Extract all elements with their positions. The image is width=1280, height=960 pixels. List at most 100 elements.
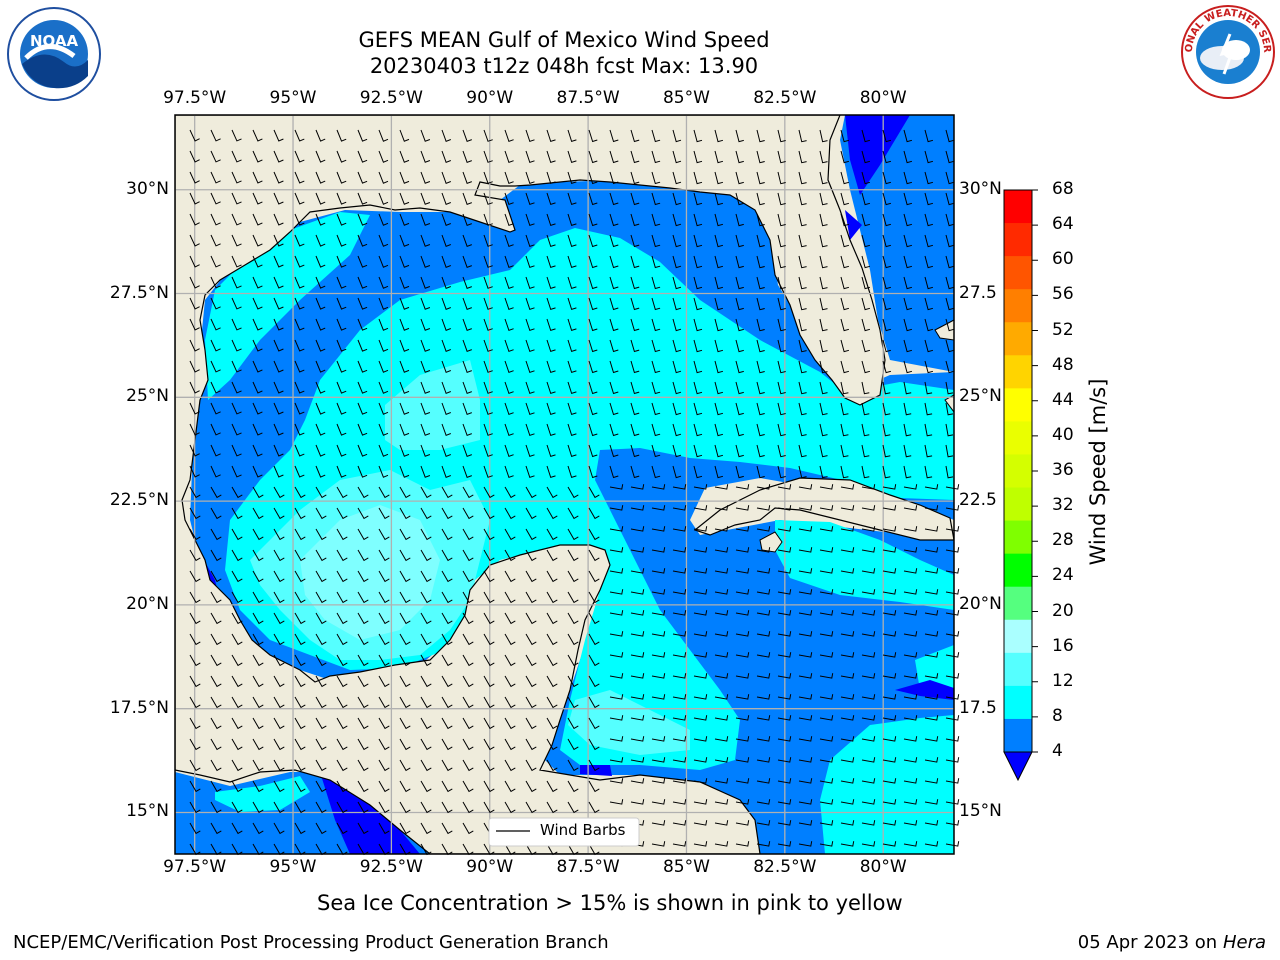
lon-label-bottom: 90°W [466,857,514,877]
wind-barb [903,799,918,805]
wind-barb [630,505,645,511]
wind-barb [903,736,918,742]
wind-barb [756,255,765,269]
wind-barb [588,213,598,227]
wind-barb [273,129,284,142]
wind-barb [945,589,960,595]
wind-barb [231,675,243,688]
wind-barb [357,612,369,625]
wind-barb [840,484,855,490]
wind-barb [189,780,201,793]
wind-barb [336,675,348,688]
wind-barb [189,612,201,625]
wind-barb [735,484,750,490]
wind-barb [483,339,493,352]
wind-barb [630,568,645,574]
wind-barb [504,465,514,479]
wind-barb [777,213,786,227]
wind-barb [189,570,201,583]
wind-barb [567,171,577,185]
wind-barb [252,717,264,730]
wind-barb [357,696,369,709]
wind-barb [441,507,453,520]
wind-barb [693,234,703,248]
wind-barb [714,192,724,206]
wind-barb [210,801,222,814]
wind-barb [483,255,493,268]
wind-barb [462,570,474,583]
wind-barb [861,360,871,374]
wind-barb [903,192,913,206]
wind-barb [903,778,918,784]
wind-barb [840,171,850,185]
wind-barb [357,759,369,772]
wind-barb [903,841,918,847]
wind-barb [924,318,934,332]
wind-barb [504,318,514,332]
wind-barb [315,381,326,394]
gulf-wind-12-16 [250,360,690,755]
wind-barb [378,759,390,772]
wind-barb [735,465,744,479]
wind-barb [231,213,242,226]
wind-barb [903,465,912,479]
wind-barb [399,297,410,310]
wind-barb [441,759,453,772]
wind-barb [609,778,624,784]
wind-barb [819,423,828,437]
wind-barb [714,568,729,574]
wind-barb [840,799,855,805]
wind-barb [189,423,200,436]
wind-barb [294,213,305,226]
wind-barb [651,841,666,847]
wind-barb [294,234,305,247]
wind-barb [399,192,410,205]
wind-barb [861,171,871,185]
wind-barb [693,799,708,805]
lon-label-top: 92.5°W [359,88,423,108]
wind-barb [462,213,472,226]
wind-barb [756,715,771,721]
wind-barb [441,234,451,247]
wind-barb [735,820,750,826]
wind-barb [861,799,876,805]
wind-barb [924,547,939,553]
wind-barb [420,654,432,667]
wind-barb [756,150,765,164]
colorbar-segment [1004,652,1032,687]
wind-barb [588,255,598,269]
wind-barb [231,822,243,835]
wind-barb [903,150,913,164]
wind-barb [315,234,326,247]
wind-barb [210,486,222,499]
wind-barb [294,381,305,394]
wind-barb [399,444,410,457]
wind-barb [777,297,786,311]
wind-barb [420,570,432,583]
wind-barb [735,255,744,269]
wind-barb [672,778,687,784]
wind-barb [378,738,390,751]
wind-barb [714,631,729,637]
wind-barb [861,778,876,784]
wind-barb [588,591,600,604]
wind-barb [798,526,813,532]
wind-barb [525,675,537,688]
wind-barb [714,234,724,248]
wind-barb [399,759,411,772]
map-legend [488,817,640,847]
wind-barb [189,402,200,415]
wind-barb [315,759,327,772]
wind-barb [777,171,786,185]
wind-barb [252,801,264,814]
wind-barb [609,171,619,185]
wind-barb [756,484,771,490]
wind-barb [882,757,897,763]
wind-barb [882,652,897,658]
wind-barb [567,297,577,311]
wind-barb [714,297,724,311]
wind-barb [567,696,579,709]
wind-barb [462,339,472,352]
wind-barb [441,150,451,163]
wind-barb [903,234,913,248]
